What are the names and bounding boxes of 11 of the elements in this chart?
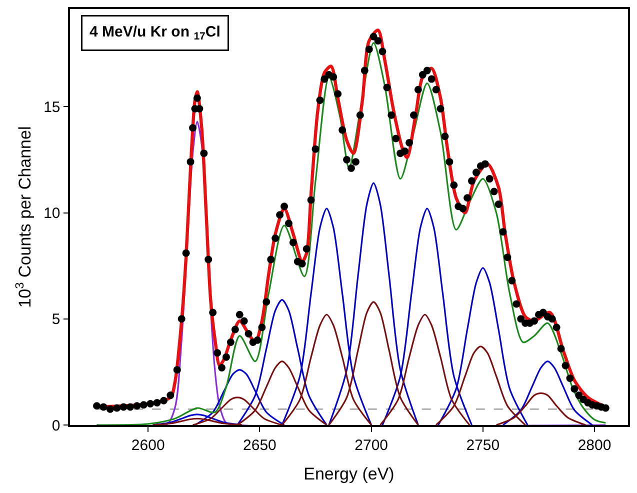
x-tick-label: 2600	[131, 436, 165, 454]
annotation: 4 MeV/u Kr on $_{17}$Cl	[90, 24, 220, 43]
x-axis-title: Energy (eV)	[304, 464, 394, 484]
y-tick-label: 5	[52, 311, 60, 328]
y-tick-label: 15	[44, 98, 60, 116]
y-tick-label: 0	[52, 417, 60, 434]
x-tick-label: 2650	[243, 436, 276, 454]
x-tick-label: 2750	[466, 436, 500, 454]
x-tick-label: 2800	[578, 436, 612, 454]
x-tick-label: 2700	[354, 436, 388, 454]
y-tick-label: 10	[44, 205, 60, 222]
